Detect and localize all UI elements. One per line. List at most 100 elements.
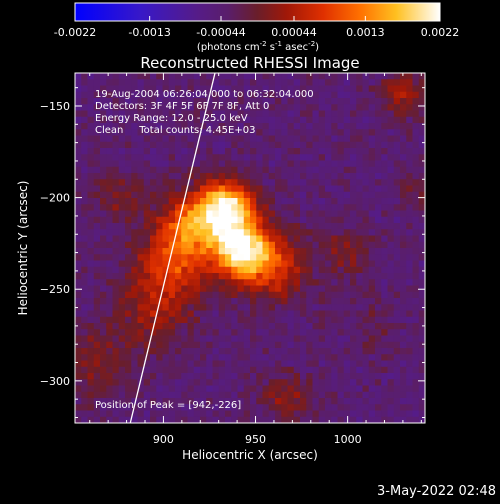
heatmap-cell	[318, 260, 326, 268]
heatmap-cell	[318, 179, 326, 187]
heatmap-cell	[362, 166, 370, 174]
heatmap-cell	[225, 216, 232, 224]
heatmap-cell	[331, 85, 339, 93]
heatmap-cell	[368, 260, 376, 268]
heatmap-cell	[406, 310, 414, 318]
heatmap-cell	[387, 154, 395, 162]
heatmap-cell	[418, 354, 425, 362]
heatmap-cell	[362, 385, 370, 393]
heatmap-cell	[275, 366, 282, 374]
heatmap-cell	[218, 166, 226, 174]
heatmap-cell	[187, 173, 195, 180]
heatmap-cell	[418, 348, 425, 355]
heatmap-cell	[281, 385, 289, 393]
heatmap-cell	[200, 323, 207, 330]
heatmap-cell	[393, 216, 401, 224]
heatmap-cell	[131, 79, 139, 87]
heatmap-cell	[268, 110, 276, 118]
heatmap-cell	[318, 341, 326, 349]
heatmap-cell	[112, 223, 120, 230]
heatmap-cell	[287, 316, 295, 324]
heatmap-cell	[337, 166, 345, 174]
heatmap-cell	[418, 273, 425, 280]
heatmap-cell	[337, 160, 345, 168]
heatmap-cell	[300, 166, 307, 174]
heatmap-cell	[262, 204, 270, 212]
heatmap-cell	[225, 379, 232, 387]
heatmap-cell	[375, 154, 382, 162]
heatmap-cell	[275, 166, 282, 174]
heatmap-cell	[181, 198, 189, 205]
heatmap-cell	[106, 160, 114, 168]
heatmap-cell	[312, 110, 320, 118]
heatmap-cell	[143, 316, 151, 324]
heatmap-cell	[225, 191, 232, 199]
heatmap-cell	[93, 79, 101, 87]
heatmap-cell	[262, 116, 270, 124]
heatmap-cell	[312, 185, 320, 193]
heatmap-cell	[175, 166, 182, 174]
heatmap-cell	[350, 298, 357, 305]
heatmap-cell	[275, 354, 282, 362]
heatmap-cell	[293, 266, 301, 274]
heatmap-cell	[368, 191, 376, 199]
heatmap-cell	[81, 279, 89, 287]
heatmap-cell	[137, 148, 145, 155]
heatmap-cell	[225, 260, 232, 268]
heatmap-cell	[375, 185, 382, 193]
heatmap-cell	[300, 98, 307, 105]
heatmap-cell	[412, 116, 420, 124]
heatmap-cell	[343, 366, 351, 374]
heatmap-cell	[112, 360, 120, 368]
heatmap-cell	[381, 123, 389, 130]
heatmap-cell	[231, 410, 239, 418]
heatmap-cell	[281, 79, 289, 87]
y-axis-ticks: −150−200−250−300	[40, 87, 425, 419]
heatmap-cell	[87, 329, 95, 337]
heatmap-cell	[356, 223, 364, 230]
heatmap-cell	[231, 235, 239, 243]
heatmap-cell	[118, 104, 126, 112]
heatmap-cell	[362, 216, 370, 224]
heatmap-cell	[87, 173, 95, 180]
heatmap-cell	[100, 410, 107, 418]
heatmap-cell	[231, 304, 239, 312]
heatmap-cell	[206, 98, 214, 105]
heatmap-cell	[300, 116, 307, 124]
heatmap-cell	[281, 98, 289, 105]
heatmap-cell	[393, 385, 401, 393]
heatmap-cell	[162, 79, 170, 87]
heatmap-cell	[350, 173, 357, 180]
heatmap-cell	[362, 185, 370, 193]
heatmap-cell	[81, 210, 89, 218]
heatmap-cell	[287, 385, 295, 393]
heatmap-cell	[418, 154, 425, 162]
heatmap-cell	[262, 229, 270, 237]
heatmap-cell	[81, 85, 89, 93]
heatmap-cell	[106, 254, 114, 262]
heatmap-cell	[362, 154, 370, 162]
heatmap-cell	[75, 104, 82, 112]
heatmap-cell	[381, 298, 389, 305]
heatmap-cell	[143, 404, 151, 412]
heatmap-cell	[150, 360, 157, 368]
heatmap-cell	[418, 279, 425, 287]
heatmap-cell	[156, 204, 164, 212]
generation-timestamp: 3-May-2022 02:48	[377, 484, 496, 499]
heatmap-cell	[412, 104, 420, 112]
heatmap-cell	[112, 329, 120, 337]
heatmap-cell	[162, 154, 170, 162]
heatmap-cell	[256, 191, 264, 199]
heatmap-cell	[337, 360, 345, 368]
heatmap-cell	[293, 148, 301, 155]
heatmap-cell	[218, 241, 226, 249]
heatmap-cell	[131, 373, 139, 380]
heatmap-cell	[400, 410, 407, 418]
heatmap-cell	[206, 248, 214, 255]
heatmap-cell	[143, 379, 151, 387]
heatmap-cell	[243, 241, 251, 249]
heatmap-cell	[162, 416, 170, 423]
heatmap-cell	[75, 79, 82, 87]
heatmap-cell	[168, 391, 176, 399]
heatmap-cell	[237, 379, 245, 387]
